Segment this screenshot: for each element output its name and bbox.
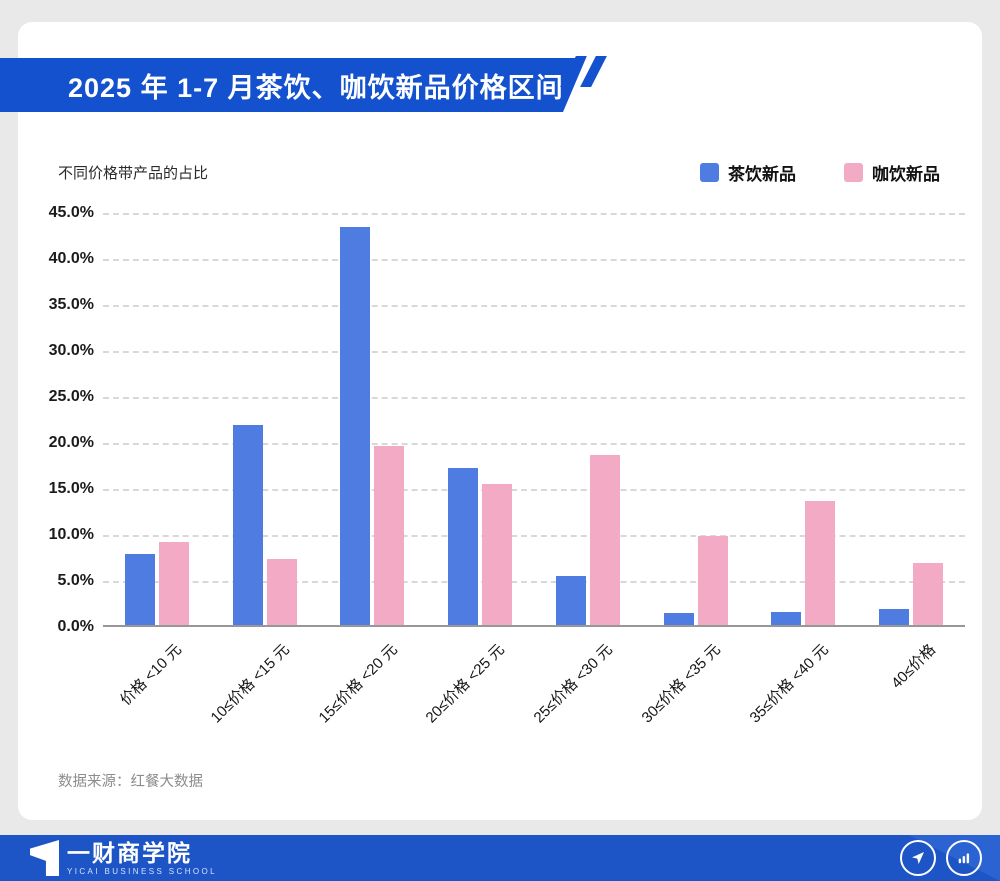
bar-coffee: [158, 541, 189, 625]
y-axis-tick: 25.0%: [48, 388, 94, 405]
gridline: [103, 581, 965, 583]
x-axis-label: 15≤价格 <20 元: [315, 641, 401, 727]
x-axis-label: 25≤价格 <30 元: [530, 641, 617, 727]
bar-coffee: [805, 501, 836, 625]
y-axis-tick: 35.0%: [48, 296, 94, 313]
gridline: [103, 535, 965, 537]
bar-coffee: [482, 484, 513, 625]
x-axis-column: 20≤价格 <25 元: [423, 629, 534, 759]
brand-logo: 一财商学院 YICAI BUSINESS SCHOOL: [30, 840, 217, 876]
x-axis-column: 10≤价格 <15 元: [207, 629, 319, 759]
y-axis-tick: 0.0%: [57, 618, 94, 635]
bar-tea: [663, 613, 694, 625]
gridline: [103, 213, 965, 215]
y-axis-tick: 10.0%: [48, 526, 94, 543]
gridlines: [103, 213, 965, 625]
bar-coffee: [697, 536, 728, 625]
x-axis: 价格 <10 元 10≤价格 <15 元 15≤价格 <20 元 20≤价格 <25 …: [103, 629, 965, 759]
y-axis-tick: 5.0%: [57, 572, 94, 589]
bar-tea: [232, 425, 263, 625]
chart-legend: 茶饮新品 咖饮新品: [700, 160, 940, 185]
x-axis-column: 40≤价格: [857, 629, 965, 759]
y-axis-title: 不同价格带产品的占比: [58, 165, 209, 182]
bar-coffee: [374, 446, 405, 625]
bar-group: [103, 213, 211, 625]
x-axis-column: 价格 <10 元: [103, 629, 211, 759]
footer-bar: 一财商学院 YICAI BUSINESS SCHOOL: [0, 835, 1000, 881]
legend-item: 茶饮新品: [700, 160, 796, 185]
bar-group: [534, 213, 642, 625]
bar-coffee: [589, 454, 620, 625]
legend-swatch: [700, 163, 719, 182]
banner-slash-decoration: [560, 56, 607, 87]
x-axis-label: 40≤价格: [888, 641, 940, 692]
data-source: 数据来源：红餐大数据: [58, 774, 203, 790]
bar-group: [426, 213, 534, 625]
x-axis-column: 30≤价格 <35 元: [638, 629, 750, 759]
x-axis-column: 35≤价格 <40 元: [746, 629, 858, 759]
y-axis-tick: 45.0%: [48, 204, 94, 221]
gridline: [103, 259, 965, 261]
legend-item: 咖饮新品: [844, 160, 940, 185]
gridline: [103, 351, 965, 353]
title-banner: 2025 年 1-7 月茶饮、咖饮新品价格区间: [0, 58, 586, 112]
bar-group: [750, 213, 858, 625]
bar-group: [319, 213, 427, 625]
bar-coffee: [913, 562, 944, 625]
bar-coffee: [266, 559, 297, 625]
y-axis-tick: 40.0%: [48, 250, 94, 267]
gridline: [103, 397, 965, 399]
bar-tea: [771, 612, 802, 625]
page-title: 2025 年 1-7 月茶饮、咖饮新品价格区间: [68, 72, 564, 103]
bar-group: [642, 213, 750, 625]
bar-group: [211, 213, 319, 625]
legend-label: 咖饮新品: [872, 165, 940, 184]
send-icon[interactable]: [900, 840, 936, 876]
yicai-logo-icon: [30, 840, 59, 876]
subtitle-row: 不同价格带产品的占比 茶饮新品 咖饮新品: [58, 160, 940, 185]
gridline: [103, 443, 965, 445]
gridline: [103, 305, 965, 307]
bar-tea: [879, 608, 910, 625]
bar-tea: [340, 226, 371, 625]
bar-chart-icon[interactable]: [946, 840, 982, 876]
brand-text: 一财商学院 YICAI BUSINESS SCHOOL: [67, 841, 217, 876]
chart-card: 2025 年 1-7 月茶饮、咖饮新品价格区间 不同价格带产品的占比 茶饮新品 咖…: [18, 22, 982, 820]
x-axis-label: 价格 <10 元: [117, 641, 186, 709]
x-axis-label: 20≤价格 <25 元: [422, 641, 509, 727]
footer-icons: [900, 840, 982, 876]
bars: [103, 213, 965, 625]
bar-tea: [555, 575, 586, 625]
brand-name-cn: 一财商学院: [67, 839, 192, 866]
y-axis-tick: 15.0%: [48, 480, 94, 497]
y-axis-tick: 30.0%: [48, 342, 94, 359]
legend-swatch: [844, 163, 863, 182]
legend-label: 茶饮新品: [728, 165, 796, 184]
bar-tea: [124, 553, 155, 625]
y-axis: 45.0% 40.0% 35.0% 30.0% 25.0% 20.0% 15.0% 10.0%…: [18, 204, 94, 635]
plot-area: [103, 213, 965, 627]
x-axis-column: 15≤价格 <20 元: [315, 629, 427, 759]
brand-name-en: YICAI BUSINESS SCHOOL: [67, 866, 217, 876]
x-axis-label: 30≤价格 <35 元: [638, 641, 724, 727]
y-axis-tick: 20.0%: [48, 434, 94, 451]
gridline: [103, 489, 965, 491]
x-axis-label: 10≤价格 <15 元: [207, 641, 293, 727]
x-axis-column: 25≤价格 <30 元: [531, 629, 642, 759]
bar-tea: [448, 467, 479, 625]
x-axis-label: 35≤价格 <40 元: [746, 641, 832, 727]
bar-group: [857, 213, 965, 625]
